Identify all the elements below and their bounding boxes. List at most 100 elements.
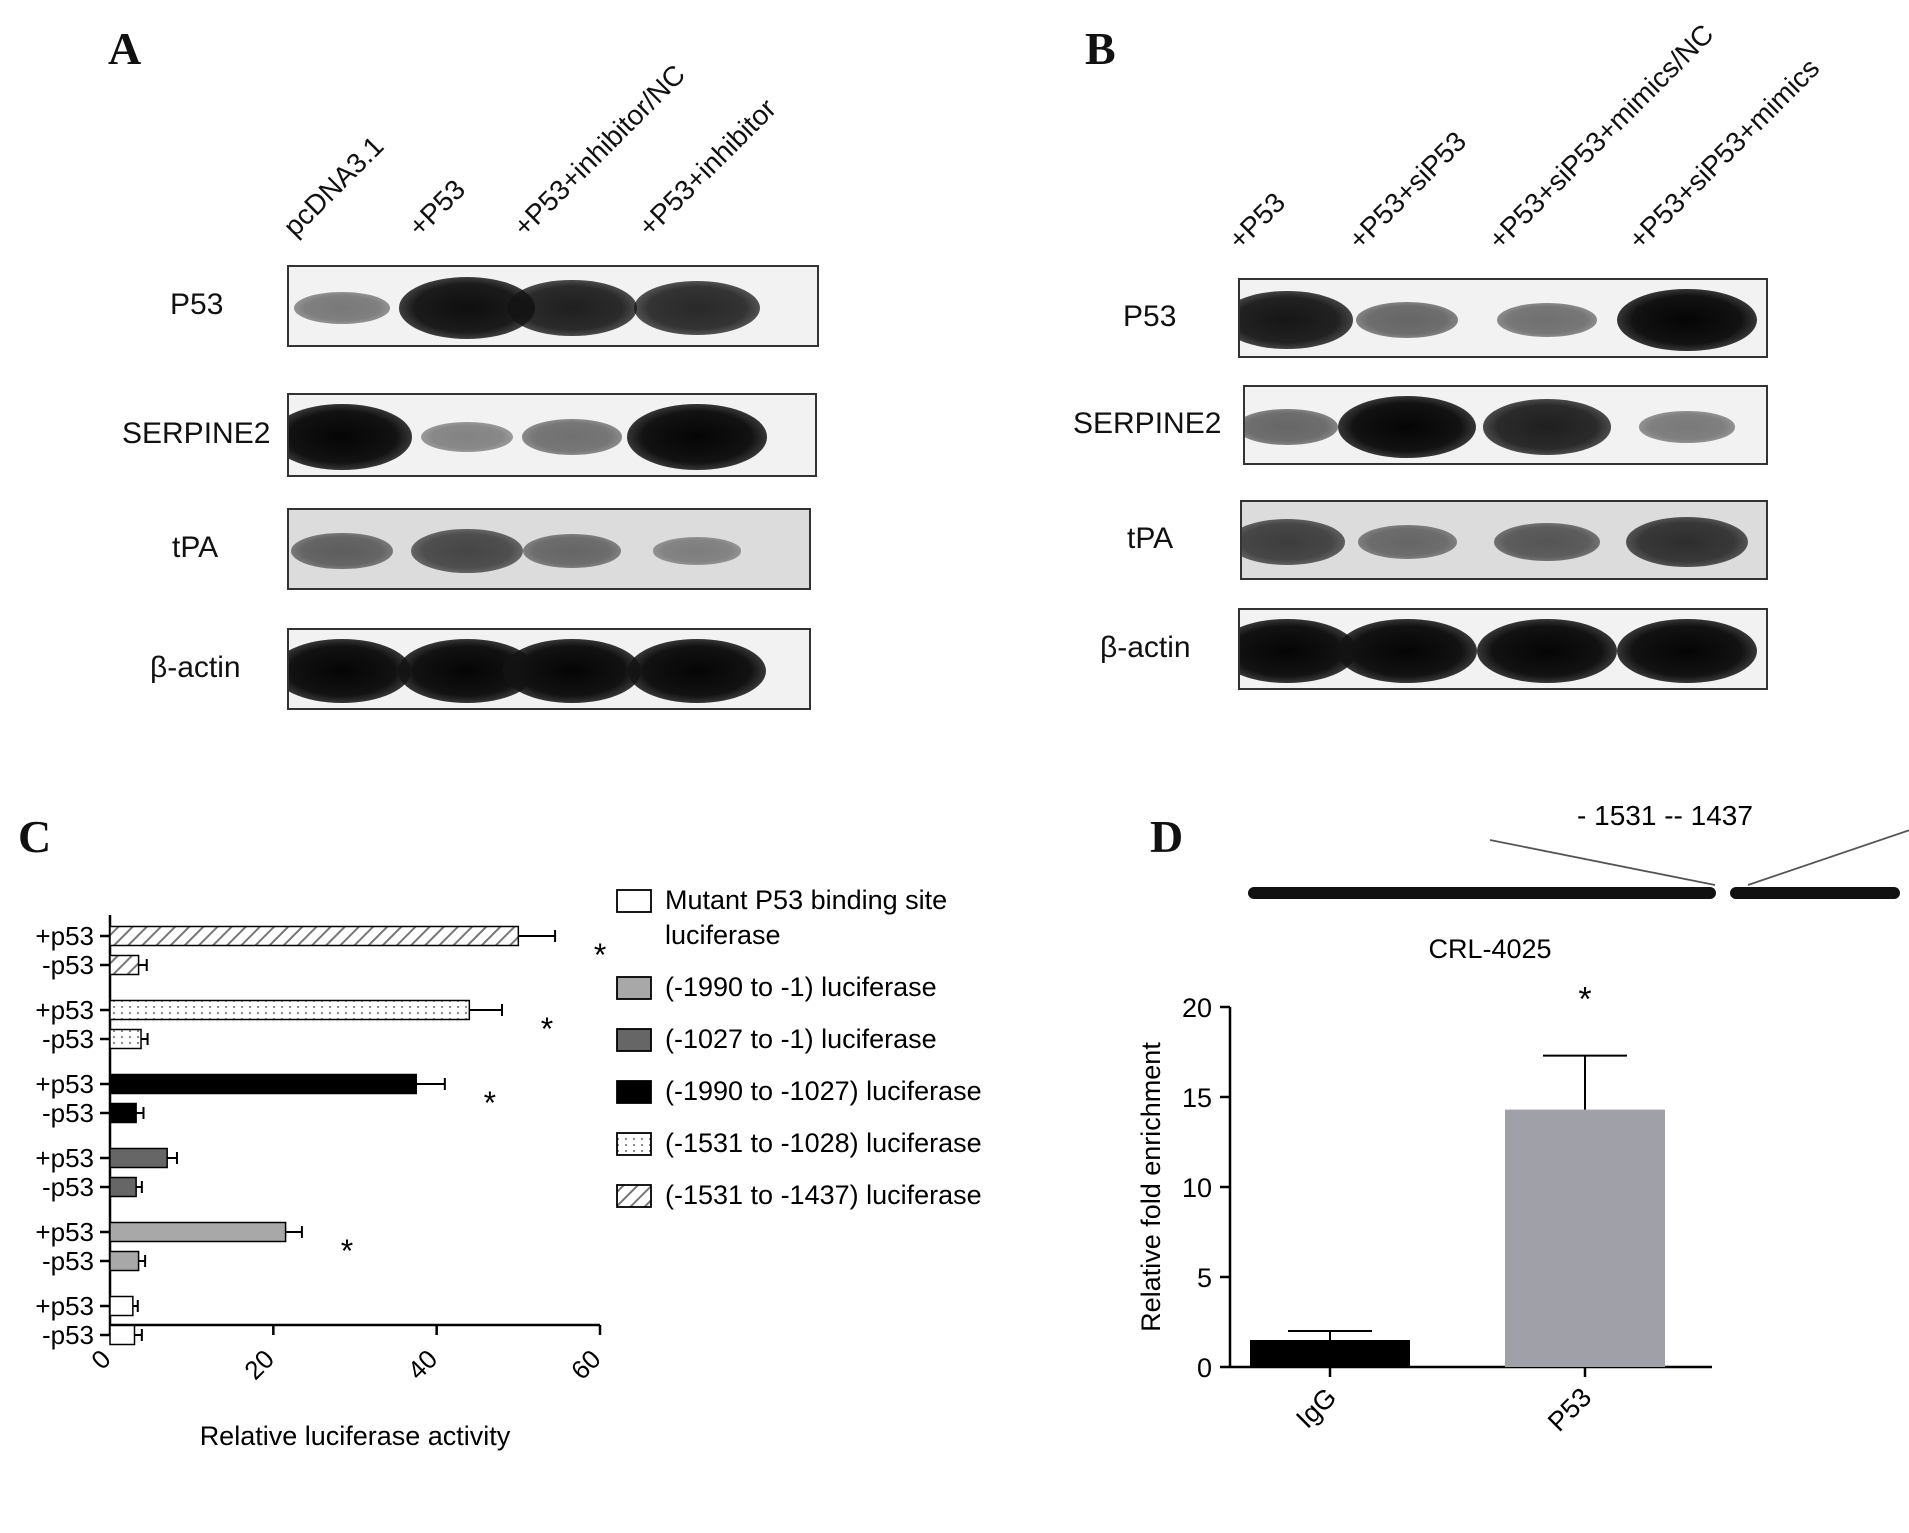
protein-band [1240, 619, 1357, 683]
c-row-label: +p53 [35, 921, 94, 951]
protein-band [289, 639, 411, 703]
d-pointer-line [1747, 829, 1909, 886]
d-promoter-line-right [1730, 887, 1900, 899]
d-y-tick-label: 20 [1182, 993, 1212, 1023]
protein-band [1625, 516, 1749, 568]
panel-a-blot-2 [287, 508, 811, 590]
c-row-label: +p53 [35, 1217, 94, 1247]
protein-band [1483, 399, 1611, 455]
protein-band [411, 528, 523, 574]
panel-a-row-label: SERPINE2 [122, 417, 271, 450]
c-bar [109, 1250, 140, 1272]
panel-a-blot-1 [287, 393, 817, 477]
c-legend-label: (-1531 to -1437) luciferase [665, 1180, 982, 1210]
c-x-tick-label: 20 [238, 1344, 280, 1386]
panel-b-row-label: P53 [1123, 300, 1177, 333]
panel-a-row-label: P53 [170, 288, 224, 321]
d-chart-title: CRL-4025 [1428, 934, 1551, 964]
panel-b-row-label: tPA [1127, 522, 1174, 555]
d-bar [1250, 1340, 1410, 1367]
panel-b-row-label: β-actin [1100, 631, 1191, 664]
d-region-label: - 1531 -- 1437 [1577, 800, 1753, 831]
protein-band [1477, 619, 1617, 683]
panel-b-blot-2 [1240, 500, 1768, 580]
panel-b-row-label: SERPINE2 [1073, 407, 1222, 440]
d-bar [1505, 1109, 1665, 1367]
c-bar [109, 1221, 287, 1243]
panel-b-lane-label: +P53 [1222, 186, 1292, 256]
c-significance-star: * [594, 937, 606, 973]
protein-band [1240, 291, 1354, 349]
d-y-tick-label: 15 [1182, 1083, 1212, 1113]
c-legend-label: luciferase [665, 920, 781, 950]
protein-band [652, 537, 742, 565]
protein-band [522, 419, 622, 455]
d-significance-star: * [1578, 981, 1591, 1019]
c-legend-label: (-1531 to -1028) luciferase [665, 1128, 982, 1158]
panel-b-letter: B [1085, 23, 1116, 74]
d-pointer-line [1489, 839, 1716, 886]
protein-band [291, 532, 393, 570]
c-legend-swatch [616, 1028, 652, 1052]
d-y-tick-label: 10 [1182, 1173, 1212, 1203]
c-row-label: -p53 [42, 1320, 94, 1350]
panel-b-blot-3 [1238, 608, 1768, 690]
protein-band [293, 292, 391, 324]
protein-band [1357, 525, 1457, 559]
c-row-label: +p53 [35, 1069, 94, 1099]
d-y-axis-label: Relative fold enrichment [1136, 1042, 1166, 1332]
c-bar [109, 1073, 417, 1095]
c-legend-label: Mutant P53 binding site [665, 885, 947, 915]
panel-a-lane-label: pcDNA3.1 [277, 130, 390, 243]
c-legend-swatch [616, 1080, 652, 1104]
c-row-label: +p53 [35, 1291, 94, 1321]
c-significance-star: * [541, 1011, 553, 1047]
c-bar [109, 954, 140, 976]
panel-a-lane-label: +P53 [402, 173, 472, 243]
c-legend-swatch [616, 976, 652, 1000]
c-bar [109, 1102, 137, 1124]
panel-b-blot-1 [1243, 385, 1768, 465]
c-legend-swatch [616, 889, 652, 913]
panel-b-blot-0 [1238, 278, 1768, 358]
c-x-axis-label: Relative luciferase activity [200, 1421, 511, 1451]
protein-band [1338, 395, 1476, 459]
c-legend-swatch [616, 1132, 652, 1156]
c-bar [109, 1147, 168, 1169]
panel-b-lane-label: +P53+siP53+mimics/NC [1482, 18, 1720, 256]
d-x-tick-label: P53 [1542, 1382, 1597, 1437]
panel-d-chip-chart: - 1531 -- 1437ATGCRL-402505101520Relativ… [1136, 800, 1909, 1437]
protein-band [1245, 409, 1338, 445]
c-row-label: +p53 [35, 995, 94, 1025]
panel-b-lane-label: +P53+siP53 [1342, 125, 1473, 256]
c-row-label: -p53 [42, 1172, 94, 1202]
c-x-tick-label: 40 [402, 1344, 444, 1386]
protein-band [628, 639, 766, 703]
panel-a-blot-0 [287, 265, 819, 347]
protein-band [507, 279, 637, 337]
protein-band [1639, 411, 1735, 443]
protein-band [1337, 619, 1477, 683]
protein-band [633, 280, 761, 336]
c-bar [109, 1295, 134, 1317]
c-row-label: -p53 [42, 950, 94, 980]
c-legend-label: (-1990 to -1) luciferase [665, 972, 937, 1002]
panel-c-letter: C [18, 811, 52, 862]
c-significance-star: * [341, 1233, 353, 1269]
panel-a-row-label: tPA [172, 531, 219, 564]
c-x-tick-label: 60 [565, 1344, 607, 1386]
protein-band [522, 533, 622, 569]
protein-band [1355, 302, 1459, 338]
d-y-tick-label: 0 [1197, 1353, 1212, 1383]
protein-band [420, 421, 514, 453]
c-significance-star: * [484, 1085, 496, 1121]
d-x-tick-label: IgG [1290, 1382, 1342, 1434]
d-promoter-line-left [1248, 887, 1716, 899]
protein-band [1242, 519, 1345, 565]
protein-band [1497, 303, 1597, 337]
c-legend-swatch [616, 1184, 652, 1208]
c-legend-label: (-1990 to -1027) luciferase [665, 1076, 982, 1106]
panel-a-letter: A [108, 23, 142, 74]
panel-a-blot-3 [287, 628, 811, 710]
